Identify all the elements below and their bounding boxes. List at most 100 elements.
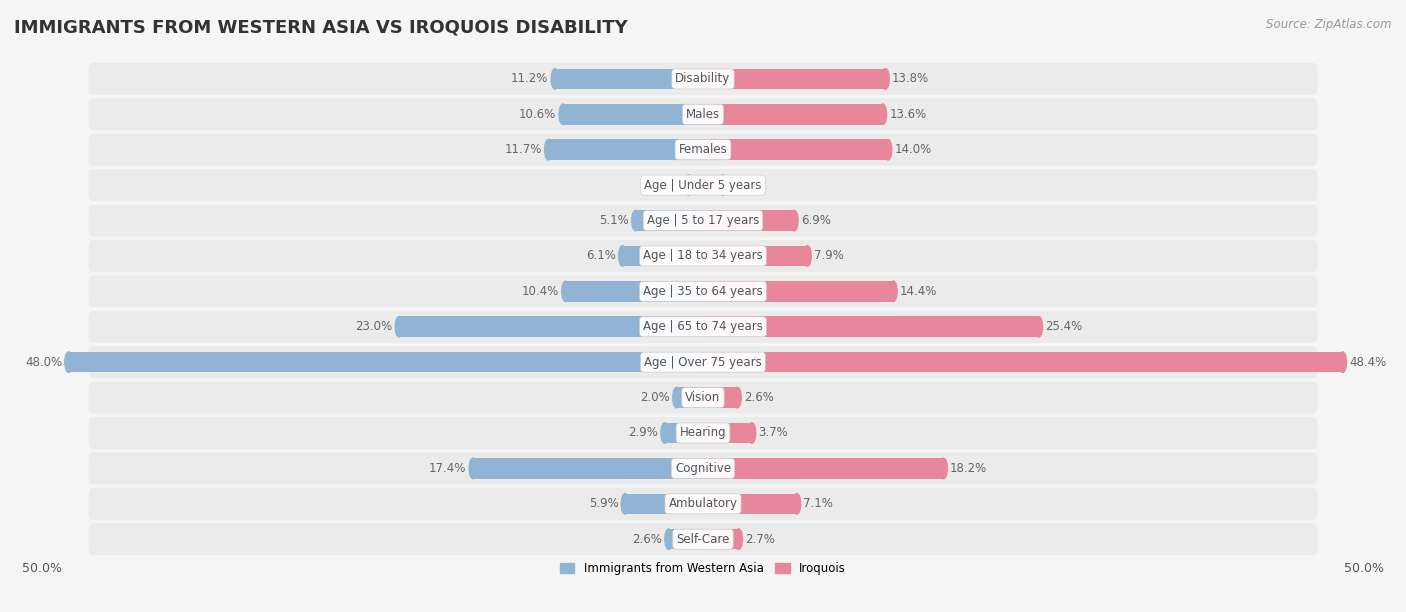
Circle shape (544, 140, 553, 160)
Circle shape (65, 352, 73, 373)
Circle shape (734, 387, 741, 408)
Text: Age | 35 to 64 years: Age | 35 to 64 years (643, 285, 763, 298)
FancyBboxPatch shape (89, 275, 1317, 307)
FancyBboxPatch shape (89, 346, 1317, 378)
Bar (703, 211, 794, 231)
Bar (703, 352, 1343, 373)
Text: 1.1%: 1.1% (652, 179, 682, 192)
Circle shape (884, 140, 891, 160)
Circle shape (879, 104, 887, 125)
Bar (703, 387, 737, 408)
Circle shape (551, 69, 558, 89)
Bar (555, 69, 703, 89)
Text: 13.8%: 13.8% (891, 72, 929, 86)
Bar (703, 104, 883, 125)
Circle shape (619, 245, 626, 266)
Circle shape (939, 458, 948, 479)
Circle shape (560, 104, 567, 125)
Text: 14.0%: 14.0% (894, 143, 932, 156)
Circle shape (718, 175, 727, 195)
Text: 23.0%: 23.0% (356, 320, 392, 334)
Text: 11.7%: 11.7% (505, 143, 541, 156)
Text: 2.6%: 2.6% (633, 532, 662, 546)
FancyBboxPatch shape (89, 417, 1317, 449)
FancyBboxPatch shape (89, 382, 1317, 414)
Circle shape (672, 387, 681, 408)
Text: 5.9%: 5.9% (589, 498, 619, 510)
FancyBboxPatch shape (89, 311, 1317, 343)
Text: Disability: Disability (675, 72, 731, 86)
Circle shape (395, 316, 404, 337)
Text: Vision: Vision (685, 391, 721, 404)
Bar (703, 529, 738, 550)
Bar (703, 458, 943, 479)
Circle shape (735, 529, 742, 550)
Circle shape (665, 529, 672, 550)
Bar (472, 458, 703, 479)
Text: 2.6%: 2.6% (744, 391, 773, 404)
Bar (565, 281, 703, 302)
Bar (669, 529, 703, 550)
Text: 18.2%: 18.2% (950, 462, 987, 475)
Text: 6.9%: 6.9% (801, 214, 831, 227)
FancyBboxPatch shape (89, 452, 1317, 484)
Text: Source: ZipAtlas.com: Source: ZipAtlas.com (1267, 18, 1392, 31)
Circle shape (562, 281, 569, 302)
Bar (623, 245, 703, 266)
Circle shape (793, 493, 800, 514)
Text: 10.6%: 10.6% (519, 108, 557, 121)
Text: 6.1%: 6.1% (586, 250, 616, 263)
FancyBboxPatch shape (89, 240, 1317, 272)
Text: Ambulatory: Ambulatory (668, 498, 738, 510)
Bar (703, 245, 807, 266)
Bar (703, 140, 889, 160)
Text: 7.1%: 7.1% (803, 498, 834, 510)
Circle shape (621, 493, 628, 514)
Bar (399, 316, 703, 337)
Text: Age | Under 5 years: Age | Under 5 years (644, 179, 762, 192)
Circle shape (890, 281, 897, 302)
Text: 2.7%: 2.7% (745, 532, 775, 546)
Text: 14.4%: 14.4% (900, 285, 938, 298)
Text: 17.4%: 17.4% (429, 462, 467, 475)
Text: Age | Over 75 years: Age | Over 75 years (644, 356, 762, 368)
Text: 48.0%: 48.0% (25, 356, 62, 368)
FancyBboxPatch shape (89, 523, 1317, 555)
Text: 25.4%: 25.4% (1045, 320, 1083, 334)
Bar (562, 104, 703, 125)
Circle shape (685, 175, 692, 195)
Text: Females: Females (679, 143, 727, 156)
Text: 48.4%: 48.4% (1350, 356, 1386, 368)
Text: Age | 65 to 74 years: Age | 65 to 74 years (643, 320, 763, 334)
Text: IMMIGRANTS FROM WESTERN ASIA VS IROQUOIS DISABILITY: IMMIGRANTS FROM WESTERN ASIA VS IROQUOIS… (14, 18, 628, 36)
Text: 7.9%: 7.9% (814, 250, 844, 263)
Circle shape (1035, 316, 1042, 337)
Bar (703, 175, 723, 195)
Bar (676, 387, 703, 408)
Text: Cognitive: Cognitive (675, 462, 731, 475)
Circle shape (748, 423, 756, 443)
Circle shape (804, 245, 811, 266)
Bar (69, 352, 703, 373)
Text: 2.9%: 2.9% (628, 427, 658, 439)
Legend: Immigrants from Western Asia, Iroquois: Immigrants from Western Asia, Iroquois (554, 556, 852, 581)
Bar (689, 175, 703, 195)
FancyBboxPatch shape (89, 99, 1317, 130)
FancyBboxPatch shape (89, 134, 1317, 166)
Circle shape (790, 211, 799, 231)
FancyBboxPatch shape (89, 204, 1317, 236)
Text: Males: Males (686, 108, 720, 121)
Text: 5.1%: 5.1% (599, 214, 628, 227)
Bar (703, 316, 1039, 337)
Bar (665, 423, 703, 443)
Circle shape (661, 423, 668, 443)
Text: 2.0%: 2.0% (640, 391, 669, 404)
Bar (703, 281, 893, 302)
Bar (636, 211, 703, 231)
FancyBboxPatch shape (89, 169, 1317, 201)
Circle shape (470, 458, 477, 479)
Bar (703, 69, 886, 89)
Text: Age | 18 to 34 years: Age | 18 to 34 years (643, 250, 763, 263)
Text: 10.4%: 10.4% (522, 285, 560, 298)
Text: Hearing: Hearing (679, 427, 727, 439)
